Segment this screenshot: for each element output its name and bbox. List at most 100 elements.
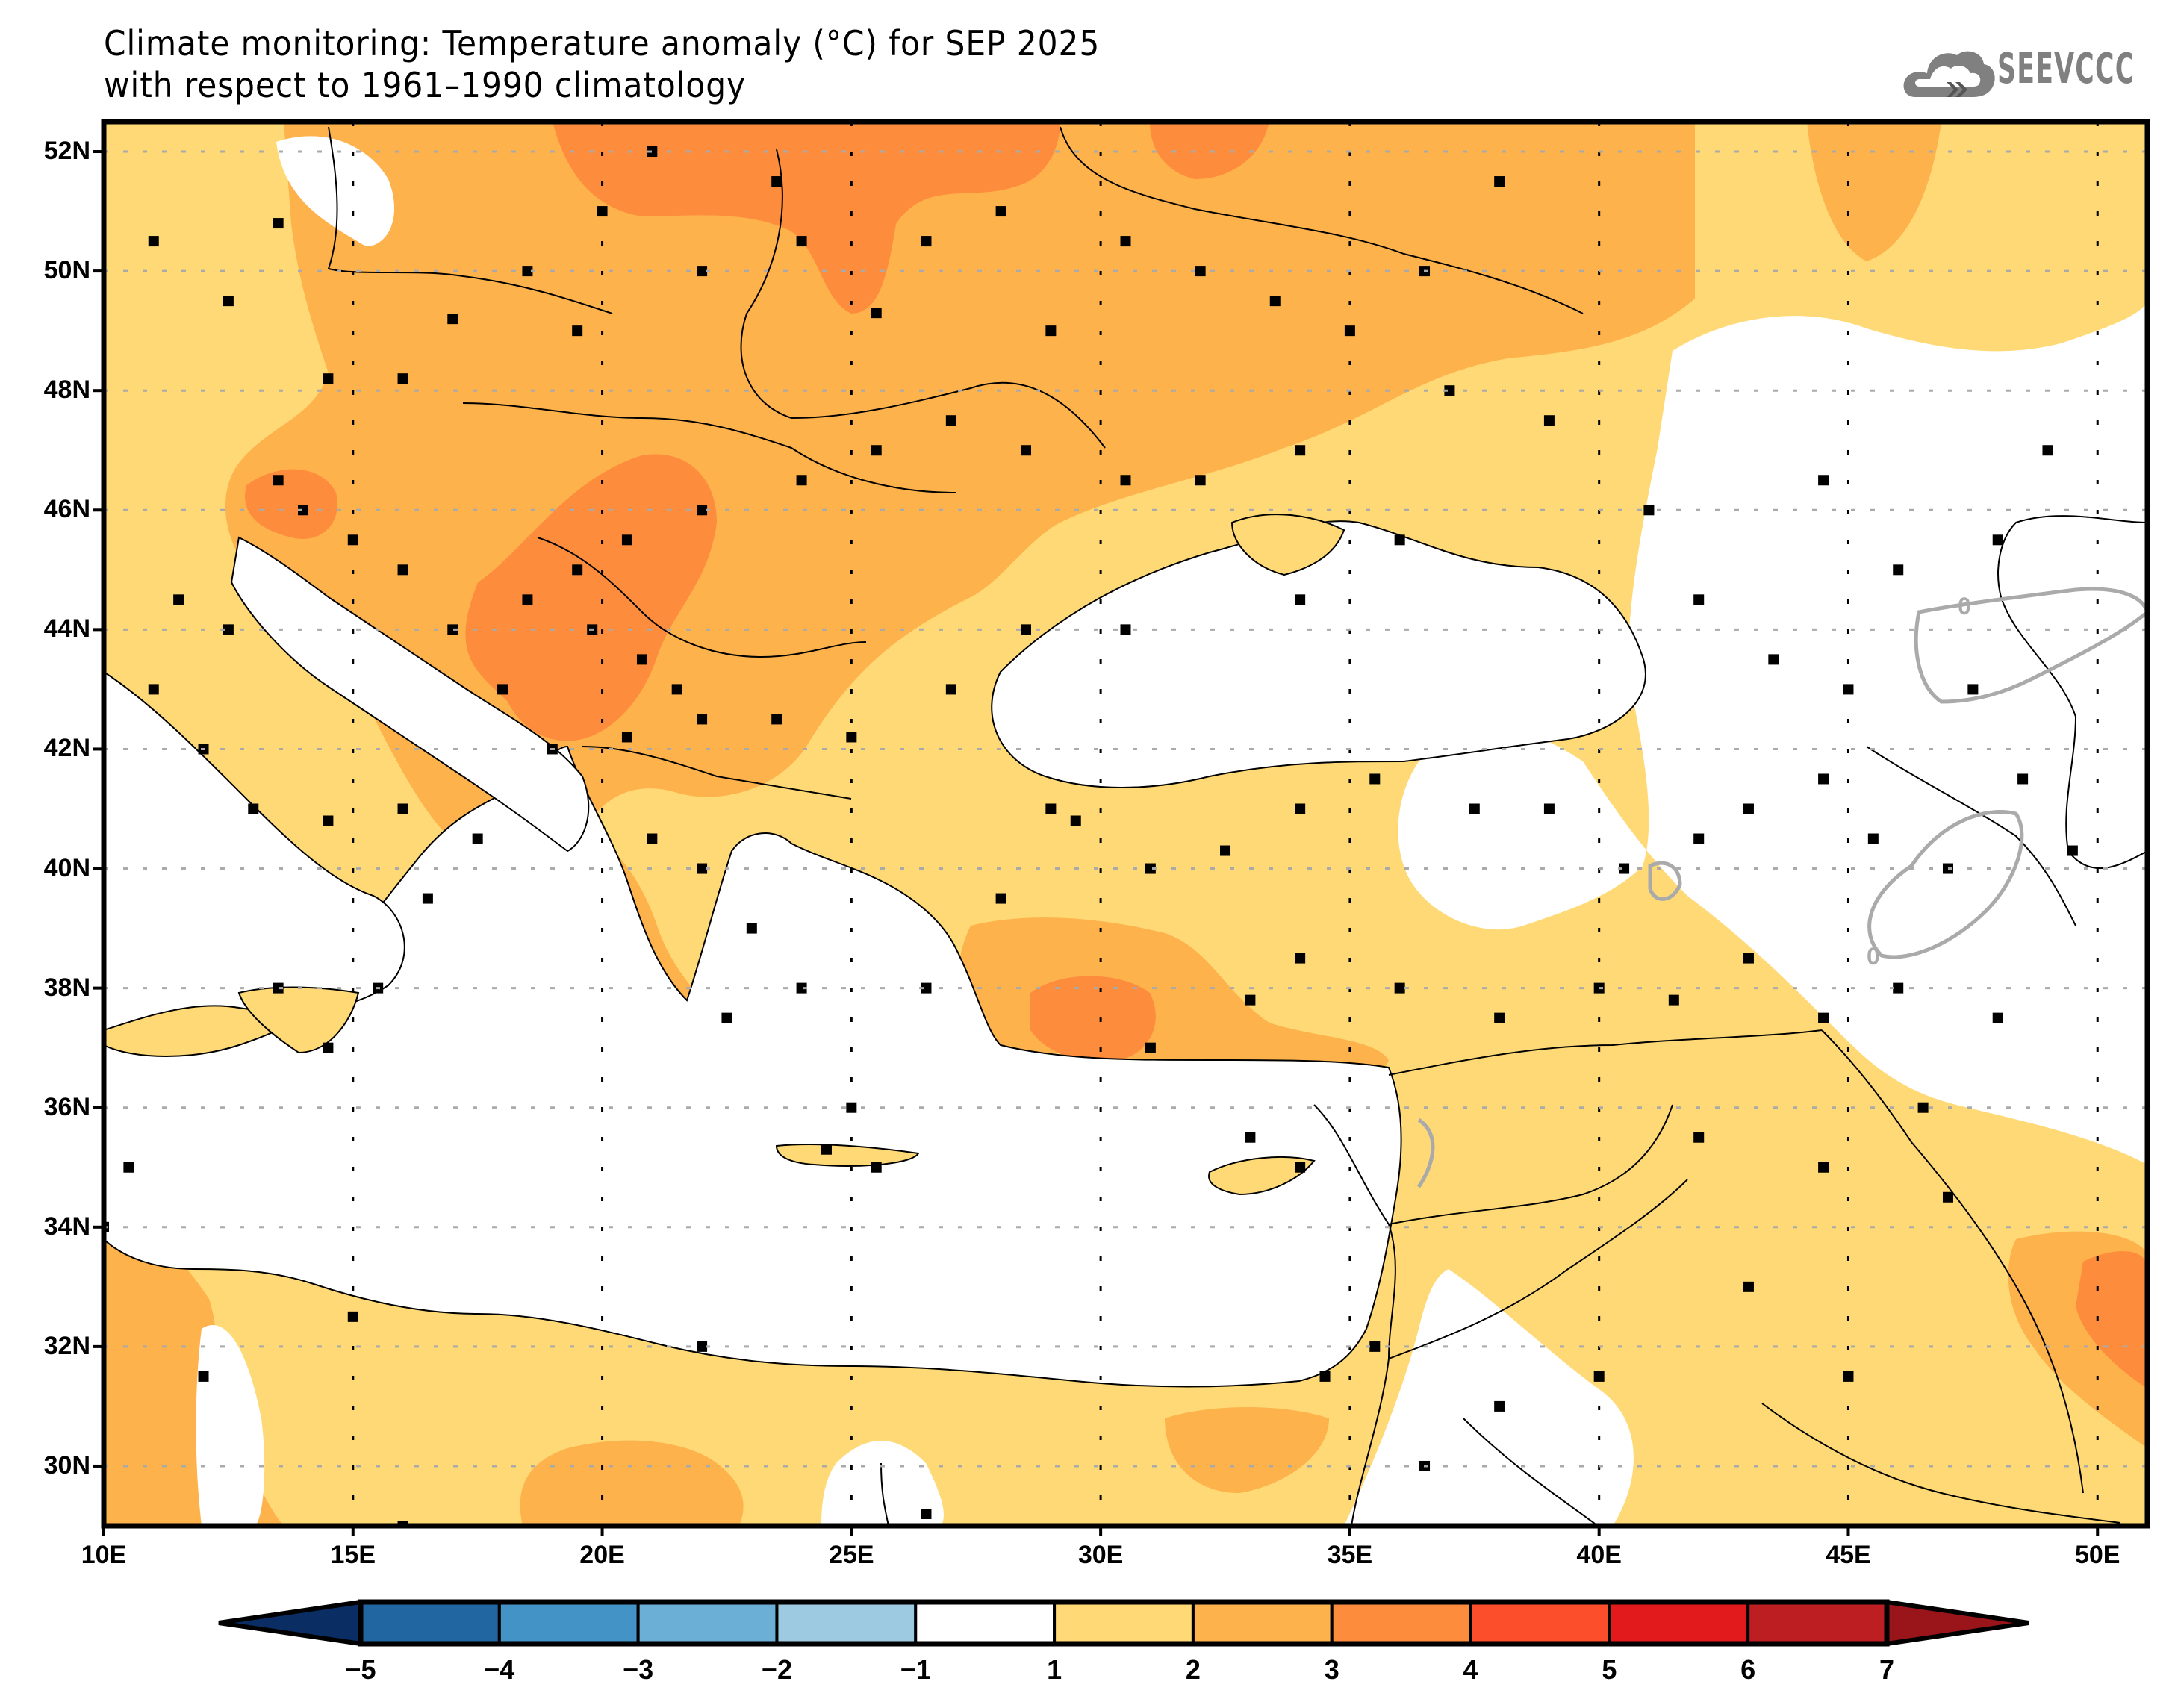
y-tick-label: 40N bbox=[43, 853, 90, 882]
x-tick-label: 15E bbox=[330, 1541, 376, 1569]
station-marker bbox=[1245, 994, 1256, 1006]
anomaly-field-2-3-egypt bbox=[1165, 1407, 1329, 1493]
anomaly-field-3-4-slovenia bbox=[245, 469, 337, 539]
station-marker bbox=[697, 714, 708, 725]
station-marker bbox=[1220, 845, 1231, 856]
station-marker bbox=[1867, 833, 1879, 844]
station-marker bbox=[1494, 1400, 1505, 1412]
colorbar-min-arrow bbox=[218, 1599, 363, 1647]
station-marker bbox=[323, 1042, 334, 1053]
station-marker bbox=[1070, 815, 1081, 826]
colorbar-tick-label: 7 bbox=[1879, 1654, 1895, 1685]
x-tick-label: 35E bbox=[1327, 1541, 1373, 1569]
station-marker bbox=[647, 146, 658, 158]
station-marker bbox=[796, 475, 807, 486]
station-marker bbox=[771, 714, 782, 725]
x-tick-label: 40E bbox=[1576, 1541, 1622, 1569]
station-marker bbox=[1818, 773, 1829, 785]
station-marker bbox=[1394, 534, 1405, 546]
station-marker bbox=[1693, 594, 1705, 605]
station-marker bbox=[1295, 594, 1306, 605]
station-marker bbox=[298, 505, 309, 516]
x-tick-label: 20E bbox=[579, 1541, 625, 1569]
adriatic-sea bbox=[230, 536, 590, 853]
station-marker bbox=[198, 1371, 209, 1382]
station-marker bbox=[1295, 803, 1306, 814]
station-marker bbox=[1619, 863, 1630, 874]
station-marker bbox=[1643, 505, 1655, 516]
station-marker bbox=[746, 923, 757, 934]
station-marker bbox=[697, 1341, 708, 1352]
station-marker bbox=[472, 833, 483, 844]
station-marker bbox=[1045, 803, 1057, 814]
station-marker bbox=[1195, 266, 1206, 277]
station-marker bbox=[2017, 773, 2029, 785]
contour-label-0-south: 0 bbox=[1867, 943, 1880, 970]
anomaly-field-neutral-czech bbox=[276, 136, 395, 246]
colorbar-swatch bbox=[497, 1601, 640, 1645]
station-marker bbox=[148, 684, 159, 695]
station-marker bbox=[995, 893, 1006, 904]
colorbar-tick-label: −4 bbox=[484, 1654, 515, 1685]
colorbar-swatch bbox=[1191, 1601, 1334, 1645]
y-tick-label: 50N bbox=[43, 256, 90, 285]
station-marker bbox=[945, 415, 956, 426]
station-marker bbox=[1145, 863, 1156, 874]
colorbar-tick-label: 3 bbox=[1324, 1654, 1339, 1685]
station-marker bbox=[1818, 1162, 1829, 1173]
station-marker bbox=[248, 803, 259, 814]
station-marker bbox=[697, 505, 708, 516]
y-tick-label: 32N bbox=[43, 1331, 90, 1360]
station-marker bbox=[2067, 845, 2078, 856]
station-marker bbox=[148, 236, 159, 247]
colorbar-tick-label: −5 bbox=[345, 1654, 376, 1685]
colorbar-swatch bbox=[775, 1601, 918, 1645]
colorbar-frame bbox=[358, 1599, 1890, 1647]
y-tick-label: 44N bbox=[43, 614, 90, 643]
station-marker bbox=[1543, 415, 1555, 426]
anomaly-field-3-4-poland bbox=[553, 122, 1060, 314]
station-marker bbox=[1693, 833, 1705, 844]
station-marker bbox=[1369, 1341, 1381, 1352]
station-marker bbox=[447, 314, 458, 325]
x-tick-label: 45E bbox=[1826, 1541, 1871, 1569]
station-marker bbox=[397, 373, 408, 384]
station-marker bbox=[1992, 534, 2003, 546]
caspian-sea bbox=[1997, 515, 2147, 870]
anomaly-field-neutral-libya bbox=[196, 1325, 265, 1526]
station-marker bbox=[1369, 773, 1381, 785]
anomaly-field-neutral-iraq bbox=[1344, 1269, 1634, 1526]
station-marker bbox=[621, 534, 632, 546]
colorbar-tick-label: 2 bbox=[1185, 1654, 1201, 1685]
y-tick-label: 30N bbox=[43, 1450, 90, 1480]
station-marker bbox=[721, 1012, 732, 1023]
anomaly-field-2-3-africa-mid bbox=[520, 1440, 744, 1526]
crimea bbox=[1230, 514, 1345, 576]
station-marker bbox=[2042, 445, 2053, 456]
station-marker bbox=[323, 815, 334, 826]
zero-contours bbox=[1416, 587, 2147, 1188]
station-marker bbox=[1942, 863, 1953, 874]
colorbar-tick-label: 5 bbox=[1602, 1654, 1617, 1685]
station-marker bbox=[671, 684, 682, 695]
station-marker bbox=[945, 684, 956, 695]
y-tick-label: 38N bbox=[43, 973, 90, 1002]
station-marker bbox=[871, 308, 882, 319]
station-marker bbox=[1818, 1012, 1829, 1023]
colorbar bbox=[218, 1599, 2029, 1647]
colorbar-swatch bbox=[636, 1601, 779, 1645]
station-marker bbox=[697, 266, 708, 277]
station-marker bbox=[397, 803, 408, 814]
station-marker bbox=[1992, 1012, 2003, 1023]
colorbar-tick-label: −1 bbox=[900, 1654, 931, 1685]
anomaly-field-neutral-east bbox=[1398, 299, 2147, 1165]
cloud-arrow-icon bbox=[1903, 51, 1995, 97]
station-marker bbox=[1543, 803, 1555, 814]
station-marker bbox=[422, 893, 433, 904]
y-tick-label: 52N bbox=[43, 137, 90, 166]
station-marker bbox=[497, 684, 508, 695]
station-marker bbox=[1917, 1102, 1929, 1113]
station-marker bbox=[1668, 994, 1679, 1006]
station-marker bbox=[273, 982, 284, 994]
station-marker bbox=[1295, 953, 1306, 964]
